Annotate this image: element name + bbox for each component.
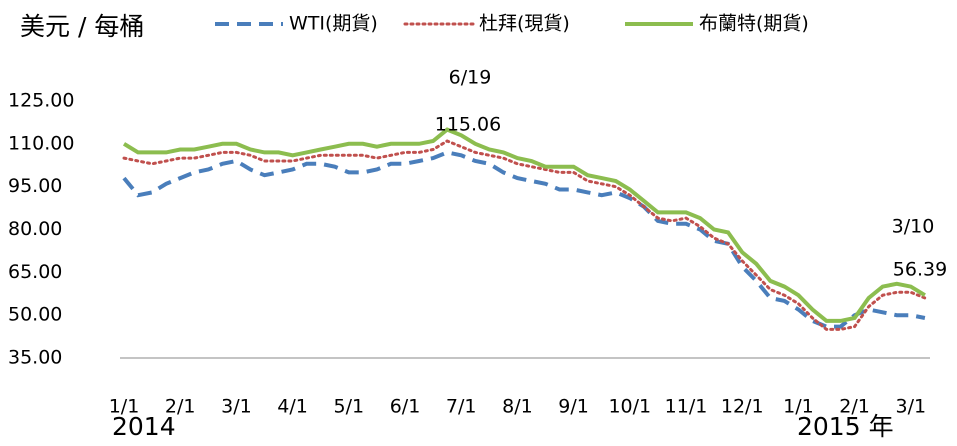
- x-tick-label: 3/1: [221, 396, 252, 418]
- annotation-value: 56.39: [893, 259, 947, 281]
- series-line: [122, 150, 926, 329]
- x-tick-label: 3/1: [896, 396, 927, 418]
- series-line: [122, 127, 926, 323]
- annotation-value: 115.06: [435, 114, 501, 136]
- year-label: 2015 年: [797, 412, 894, 441]
- x-tick-label: 6/1: [390, 396, 421, 418]
- y-tick-label: 95.00: [8, 175, 62, 197]
- x-tick-label: 10/1: [608, 396, 651, 418]
- x-tick-label: 4/1: [277, 396, 308, 418]
- x-tick-label: 2/1: [839, 396, 870, 418]
- x-tick-label: 1/1: [783, 396, 814, 418]
- x-tick-label: 8/1: [502, 396, 533, 418]
- x-tick-label: 9/1: [558, 396, 589, 418]
- x-tick-label: 12/1: [721, 396, 764, 418]
- annotation-date: 3/10: [892, 216, 935, 238]
- series-line: [122, 139, 927, 331]
- legend-label: 布蘭特(期貨): [699, 13, 809, 35]
- x-tick-label: 2/1: [165, 396, 196, 418]
- x-tick-label: 1/1: [109, 396, 140, 418]
- y-tick-label: 35.00: [8, 347, 62, 369]
- x-tick-label: 7/1: [446, 396, 477, 418]
- y-tick-label: 50.00: [8, 304, 62, 326]
- x-tick-label: 5/1: [334, 396, 365, 418]
- legend-label: 杜拜(現貨): [479, 13, 570, 35]
- annotation-date: 6/19: [449, 67, 492, 89]
- x-tick-label: 11/1: [665, 396, 708, 418]
- year-label: 2014: [112, 412, 176, 441]
- y-tick-label: 125.00: [8, 90, 74, 112]
- y-tick-label: 110.00: [8, 132, 74, 154]
- chart-title: 美元 / 每桶: [20, 12, 144, 41]
- y-tick-label: 65.00: [8, 261, 62, 283]
- legend-label: WTI(期貨): [289, 13, 378, 35]
- y-tick-label: 80.00: [8, 218, 62, 240]
